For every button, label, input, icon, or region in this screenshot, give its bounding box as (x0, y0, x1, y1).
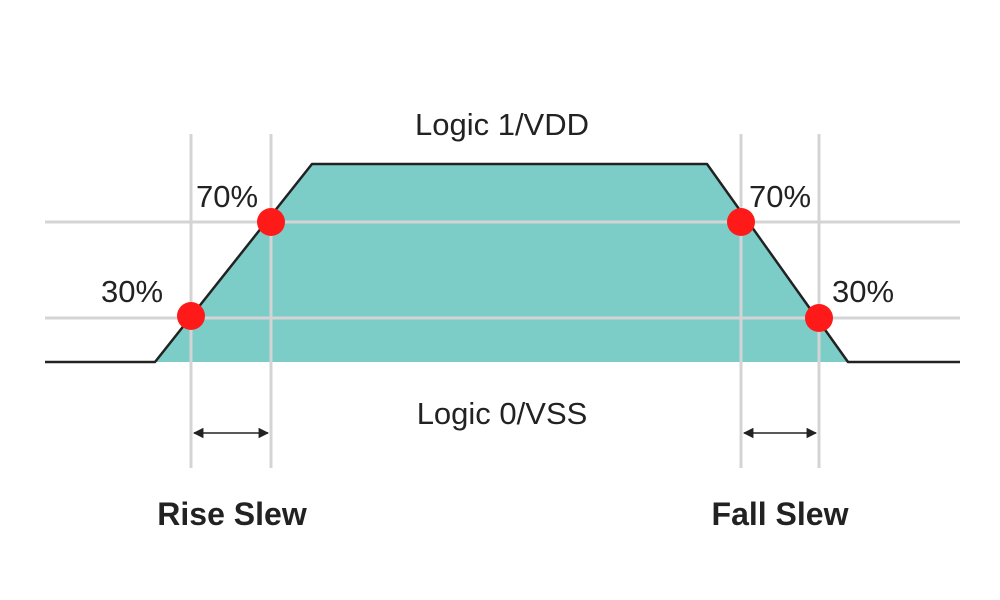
rise-70-label: 70% (196, 179, 258, 214)
logic-high-label: Logic 1/VDD (415, 107, 589, 142)
fall-70-marker (727, 208, 755, 236)
rise-30-marker (177, 302, 205, 330)
fall-slew-label: Fall Slew (712, 496, 849, 532)
logic-low-label: Logic 0/VSS (417, 396, 588, 431)
fall-70-label: 70% (749, 179, 811, 214)
fall-30-marker (805, 304, 833, 332)
pulse-waveform (155, 164, 848, 362)
waveform-outline (45, 162, 960, 364)
fall-30-label: 30% (832, 274, 894, 309)
rise-70-marker (257, 208, 285, 236)
rise-30-label: 30% (101, 274, 163, 309)
rise-slew-label: Rise Slew (157, 496, 307, 532)
